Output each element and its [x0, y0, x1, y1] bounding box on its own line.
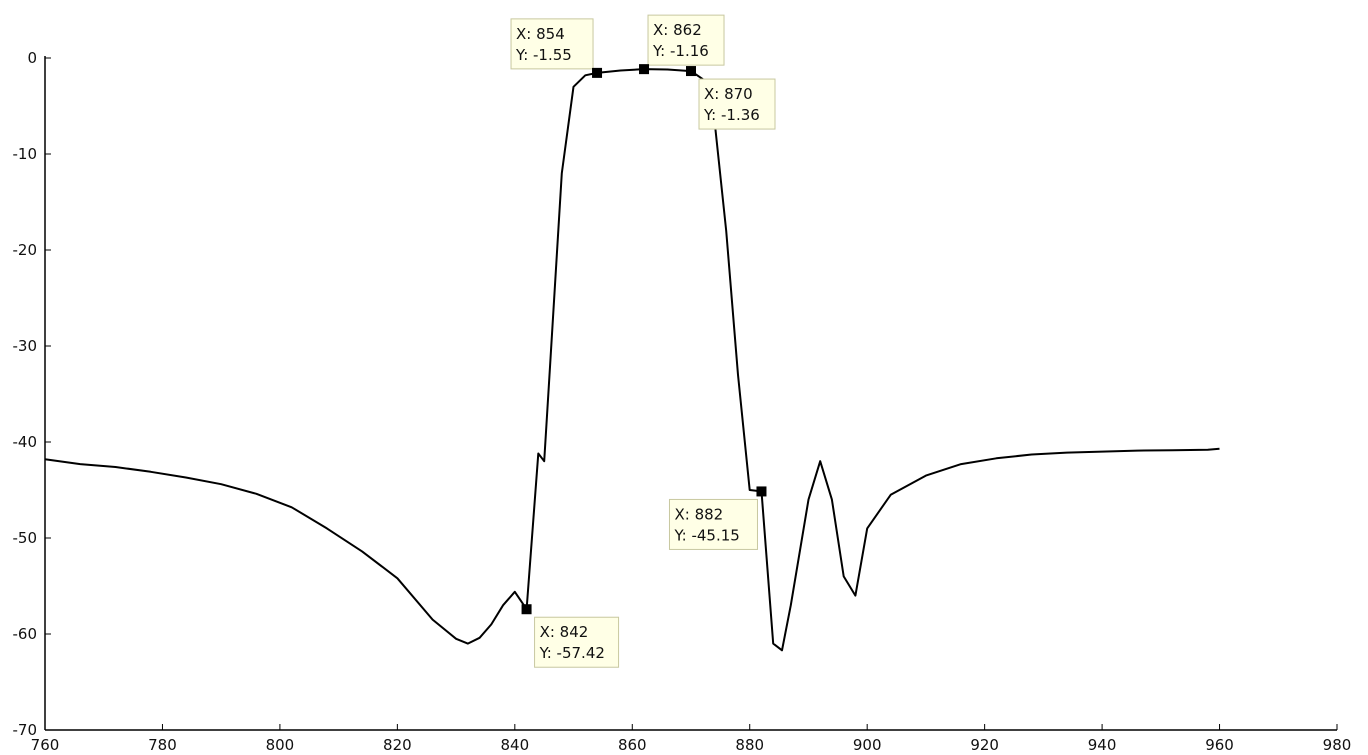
datatip: X: 870 Y: -1.36	[686, 66, 776, 130]
datatip-box	[534, 616, 620, 668]
y-tick-label: -20	[13, 241, 38, 259]
datatip-box	[668, 498, 758, 550]
y-tick-label: 0	[27, 49, 37, 67]
datatip-box	[510, 18, 594, 70]
datatip-group: X: 842 Y: -57.42 X: 854 Y: -1.55 X: 862 Y: -1…	[510, 14, 776, 668]
x-tick-label: 820	[383, 736, 412, 754]
y-axis-ticks: 0 -10 -20 -30 -40 -50 -60 -70	[13, 49, 51, 739]
x-tick-label: 980	[1323, 736, 1352, 754]
datatip-y-label: Y: -1.55	[515, 46, 572, 64]
y-tick-label: -70	[13, 721, 38, 739]
series-group	[44, 68, 1220, 652]
datatip-x-label: X: 862	[653, 21, 702, 39]
y-tick-label: -10	[13, 145, 38, 163]
x-tick-label: 840	[500, 736, 529, 754]
datatip-marker	[756, 486, 767, 497]
x-tick-label: 940	[1088, 736, 1117, 754]
datatip-x-label: X: 842	[540, 623, 589, 641]
x-tick-label: 960	[1205, 736, 1234, 754]
datatip-marker	[521, 604, 532, 615]
x-tick-label: 900	[853, 736, 882, 754]
y-tick-label: -60	[13, 625, 38, 643]
y-tick-label: -30	[13, 337, 38, 355]
datatip-y-label: Y: -57.42	[539, 644, 605, 662]
datatip-marker	[592, 67, 603, 78]
x-tick-label: 780	[148, 736, 177, 754]
datatip-x-label: X: 882	[674, 505, 723, 523]
datatip-box	[698, 78, 776, 130]
datatip-x-label: X: 854	[516, 25, 565, 43]
chart-axes	[44, 56, 1337, 731]
y-tick-label: -50	[13, 529, 38, 547]
x-tick-label: 920	[970, 736, 999, 754]
x-tick-label: 800	[266, 736, 295, 754]
datatip-y-label: Y: -45.15	[673, 526, 739, 544]
datatip-y-label: Y: -1.36	[703, 106, 760, 124]
y-tick-label: -40	[13, 433, 38, 451]
datatip-x-label: X: 870	[704, 85, 753, 103]
datatip-y-label: Y: -1.16	[652, 42, 709, 60]
datatip: X: 862 Y: -1.16	[639, 14, 725, 75]
x-axis-ticks: 760 780 800 820 840 860 880 900 920 940 960 980	[31, 724, 1352, 754]
x-tick-label: 880	[735, 736, 764, 754]
datatip: X: 842 Y: -57.42	[521, 604, 620, 668]
x-tick-label: 760	[31, 736, 60, 754]
datatip: X: 854 Y: -1.55	[510, 18, 603, 78]
datatip-marker	[639, 64, 650, 75]
datatip-marker	[686, 66, 696, 77]
x-tick-label: 860	[618, 736, 647, 754]
datatip: X: 882 Y: -45.15	[668, 486, 767, 550]
series-line	[44, 68, 1220, 652]
datatip-box	[647, 14, 725, 66]
